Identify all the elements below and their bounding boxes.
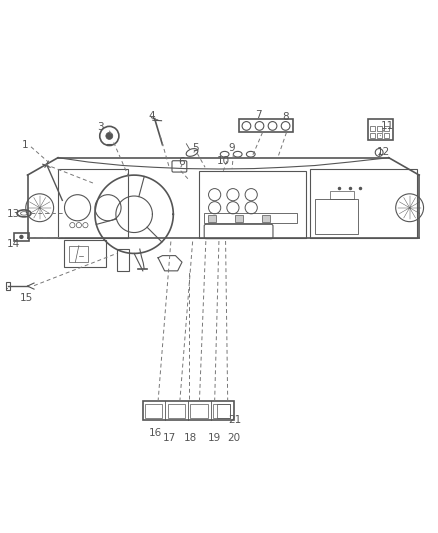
Bar [315,199,358,234]
Bar [145,403,162,417]
Bar [213,403,230,417]
Text: 3: 3 [97,122,104,132]
Bar [239,119,293,133]
Bar [385,133,389,138]
Text: 11: 11 [381,122,395,131]
Bar [14,232,29,241]
Text: 9: 9 [229,143,235,153]
Bar [168,403,185,417]
Bar [199,171,306,238]
Bar [190,403,208,417]
Text: 15: 15 [20,293,33,303]
Bar [371,126,375,131]
Text: 1: 1 [22,140,28,150]
Bar [208,215,216,222]
Bar [385,126,389,131]
Text: 21: 21 [228,415,241,425]
Bar [378,126,382,131]
Bar [311,168,417,238]
Circle shape [19,235,24,239]
Bar [204,213,297,223]
Text: 4: 4 [148,111,155,122]
Text: 5: 5 [192,143,198,153]
Text: 12: 12 [377,148,390,157]
Text: 6: 6 [179,157,185,167]
Bar [117,249,129,271]
Text: 13: 13 [7,209,20,219]
Bar [378,133,382,138]
Text: 8: 8 [282,112,289,122]
Text: 14: 14 [7,239,20,249]
Bar [368,119,393,140]
Bar [217,403,230,417]
Circle shape [106,133,113,140]
Bar [262,215,270,222]
Bar [235,215,243,222]
Text: 17: 17 [162,433,176,443]
Bar [330,191,354,199]
Text: 10: 10 [217,156,230,166]
Bar [69,246,88,262]
Text: 16: 16 [149,428,162,438]
Bar [371,133,375,138]
Text: 20: 20 [228,433,241,443]
Text: 18: 18 [184,433,198,443]
Bar [58,168,127,238]
Bar [143,401,234,419]
Text: 19: 19 [208,433,221,443]
Bar [64,240,106,266]
Bar [6,282,10,290]
Text: 7: 7 [255,110,261,120]
